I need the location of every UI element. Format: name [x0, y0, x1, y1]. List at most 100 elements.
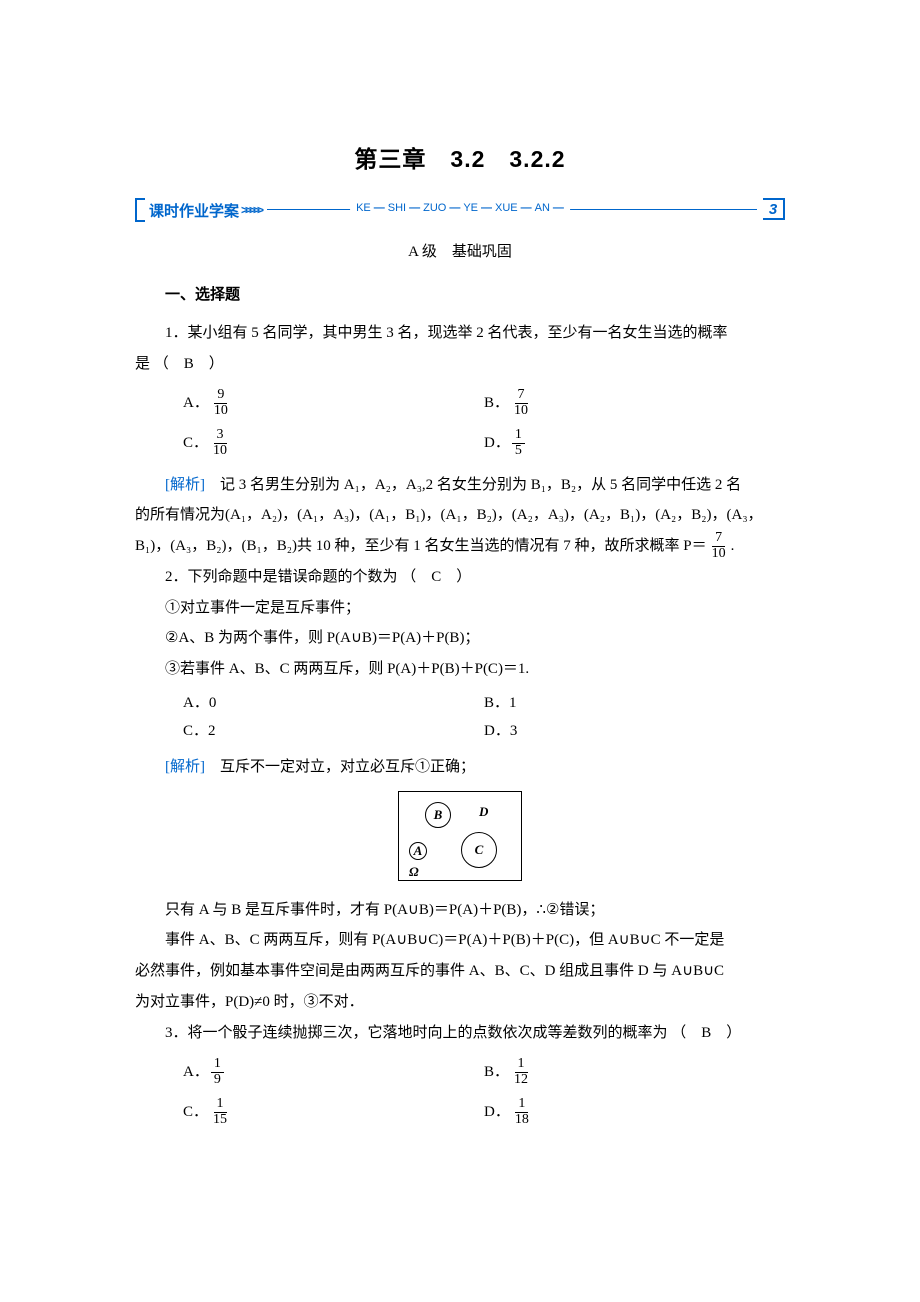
choice-label: A． [183, 1058, 209, 1087]
q2-choices: A．0 B．1 C．2 D．3 [135, 689, 785, 746]
pinyin-part: SHI [388, 202, 406, 214]
banner-left-text: 课时作业学案 [149, 200, 239, 221]
frac-den: 10 [210, 444, 230, 459]
q1-choices: A． 910 B． 710 C． 310 D． 15 [135, 384, 785, 464]
q3-stem: 3．将一个骰子连续抛掷三次，它落地时向上的点数依次成等差数列的概率为 （ B ） [135, 1018, 785, 1049]
fraction: 910 [211, 388, 231, 418]
frac-den: 15 [210, 1113, 230, 1128]
frac-num: 3 [214, 428, 227, 444]
frac-den: 10 [211, 404, 231, 419]
frac-num: 1 [214, 1097, 227, 1113]
analysis-text: B₁)，(A₃，B₂)，(B₁，B₂)共 10 种，至少有 1 名女生当选的情况… [135, 538, 707, 554]
q1-stem-b: 是 （ B ） [135, 349, 785, 380]
q2-choice-d: D．3 [484, 717, 785, 746]
dash-icon: — [374, 202, 385, 214]
choice-label: D． [484, 1098, 510, 1127]
q2-s3: ③若事件 A、B、C 两两互斥，则 P(A)＋P(B)＋P(C)＝1. [135, 654, 785, 685]
q3-choice-d: D． 118 [484, 1092, 785, 1132]
venn-label-omega: Ω [409, 864, 419, 880]
dash-icon: — [481, 202, 492, 214]
venn-label-d: D [479, 804, 488, 820]
q1-choice-a: A． 910 [183, 384, 484, 424]
q1-analysis-line2: 的所有情况为(A₁，A₂)，(A₁，A₃)，(A₁，B₁)，(A₁，B₂)，(A… [135, 500, 785, 531]
venn-circle-c: C [461, 832, 497, 868]
analysis-text: 互斥不一定对立，对立必互斥①正确； [205, 759, 475, 775]
frac-den: 5 [512, 444, 525, 459]
q2-s2: ②A、B 为两个事件，则 P(A∪B)＝P(A)＋P(B)； [135, 623, 785, 654]
q2-analysis-1: [解析] 互斥不一定对立，对立必互斥①正确； [135, 752, 785, 783]
fraction: 115 [210, 1097, 230, 1127]
q2-p4: 必然事件，例如基本事件空间是由两两互斥的事件 A、B、C、D 组成且事件 D 与… [135, 956, 785, 987]
frac-num: 7 [712, 531, 725, 547]
q2-p3: 事件 A、B、C 两两互斥，则有 P(A∪B∪C)＝P(A)＋P(B)＋P(C)… [135, 925, 785, 956]
q1-choice-d: D． 15 [484, 424, 785, 464]
left-bracket-icon [135, 198, 145, 222]
pinyin-part: ZUO [423, 202, 446, 214]
analysis-text: 记 3 名男生分别为 A₁，A₂，A₃,2 名女生分别为 B₁，B₂，从 5 名… [205, 477, 741, 493]
dash-icon: — [409, 202, 420, 214]
q2-s1: ①对立事件一定是互斥事件； [135, 593, 785, 624]
pinyin-part: XUE [495, 202, 518, 214]
analysis-label: [解析] [165, 477, 205, 493]
q2-choice-b: B．1 [484, 689, 785, 718]
frac-den: 12 [511, 1073, 531, 1088]
frac-den: 10 [511, 404, 531, 419]
frac-den: 10 [709, 547, 729, 562]
section-heading: 一、选择题 [135, 283, 785, 304]
frac-den: 9 [211, 1073, 224, 1088]
q1-choice-c: C． 310 [183, 424, 484, 464]
frac-num: 1 [515, 1097, 528, 1113]
fraction: 15 [512, 428, 525, 458]
pinyin-part: AN [535, 202, 550, 214]
venn-diagram-wrap: B A C D Ω [135, 791, 785, 881]
analysis-label: [解析] [165, 759, 205, 775]
q2-choice-c: C．2 [183, 717, 484, 746]
fraction: 710 [709, 531, 729, 561]
frac-num: 1 [515, 1057, 528, 1073]
q2-choice-a: A．0 [183, 689, 484, 718]
dash-icon: — [521, 202, 532, 214]
venn-circle-b: B [425, 802, 451, 828]
choice-label: D． [484, 429, 510, 458]
banner-right: 3 [757, 198, 785, 220]
right-bracket-icon: 3 [763, 198, 785, 220]
q3-choices: A． 19 B． 112 C． 115 D． 118 [135, 1052, 785, 1132]
chapter-title: 第三章 3.2 3.2.2 [135, 140, 785, 174]
q3-choice-b: B． 112 [484, 1052, 785, 1092]
pinyin-part: YE [463, 202, 478, 214]
q2-p2: 只有 A 与 B 是互斥事件时，才有 P(A∪B)＝P(A)＋P(B)，∴②错误… [135, 895, 785, 926]
q1-choice-b: B． 710 [484, 384, 785, 424]
lesson-banner: 课时作业学案 >>>>> KE— SHI— ZUO— YE— XUE— AN— … [135, 198, 785, 222]
q1-analysis-line3: B₁)，(A₃，B₂)，(B₁，B₂)共 10 种，至少有 1 名女生当选的情况… [135, 531, 785, 562]
choice-label: B． [484, 389, 509, 418]
choice-label: B． [484, 1058, 509, 1087]
choice-label: A． [183, 389, 209, 418]
fraction: 310 [210, 428, 230, 458]
frac-num: 1 [211, 1057, 224, 1073]
dash-icon: — [553, 202, 564, 214]
q3-choice-a: A． 19 [183, 1052, 484, 1092]
fraction: 118 [512, 1097, 532, 1127]
pinyin-part: KE [356, 202, 371, 214]
choice-label: C． [183, 429, 208, 458]
dash-icon: — [449, 202, 460, 214]
chevron-icon: >>>>> [241, 203, 261, 217]
fraction: 19 [211, 1057, 224, 1087]
fraction: 112 [511, 1057, 531, 1087]
q1-stem-a: 1．某小组有 5 名同学，其中男生 3 名，现选举 2 名代表，至少有一名女生当… [135, 318, 785, 349]
analysis-text: . [731, 538, 735, 554]
q1-analysis-line1: [解析] 记 3 名男生分别为 A₁，A₂，A₃,2 名女生分别为 B₁，B₂，… [135, 470, 785, 501]
q2-p5: 为对立事件，P(D)≠0 时，③不对． [135, 987, 785, 1018]
banner-left: 课时作业学案 >>>>> [135, 198, 267, 222]
venn-circle-a: A [409, 842, 427, 860]
level-line: A 级 基础巩固 [135, 240, 785, 261]
banner-pinyin: KE— SHI— ZUO— YE— XUE— AN— [350, 202, 570, 214]
q2-stem: 2．下列命题中是错误命题的个数为 （ C ） [135, 562, 785, 593]
frac-den: 18 [512, 1113, 532, 1128]
choice-label: C． [183, 1098, 208, 1127]
frac-num: 7 [515, 388, 528, 404]
frac-num: 1 [512, 428, 525, 444]
fraction: 710 [511, 388, 531, 418]
frac-num: 9 [214, 388, 227, 404]
q3-choice-c: C． 115 [183, 1092, 484, 1132]
